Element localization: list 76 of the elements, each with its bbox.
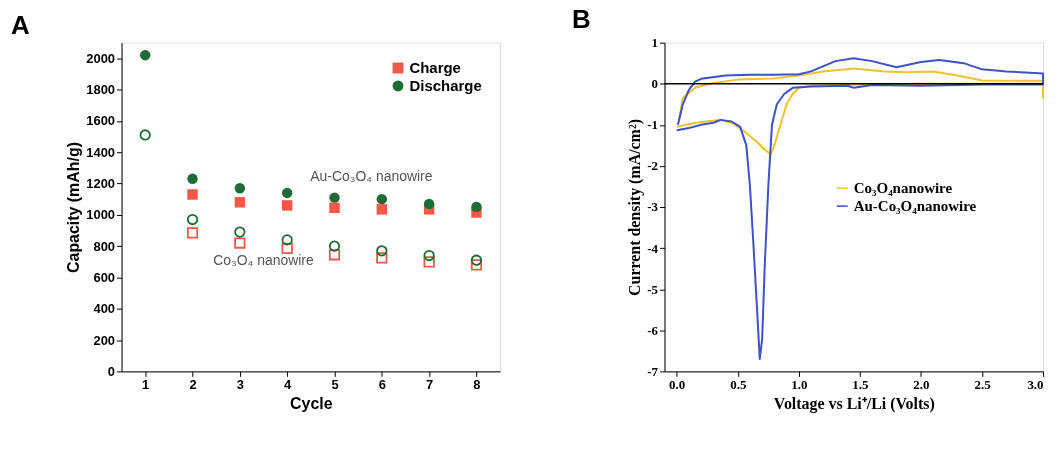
y-tick-label: 1600 [86,113,116,129]
y-tick-label: 1000 [86,207,116,223]
point [139,129,151,141]
y-axis-title: Current density (mA/cm²) [626,119,645,296]
y-tick-label: 0 [651,76,659,92]
x-axis-title: Voltage vs Li⁺/Li (Volts) [773,394,935,413]
point [187,173,198,185]
legend-label: Co₃O₄nanowire [853,180,953,197]
y-tick-label: -2 [647,158,659,174]
point [470,259,483,271]
x-tick-label: 2 [189,376,197,392]
x-tick-label: 6 [378,376,386,392]
point [376,193,388,205]
point [186,213,199,226]
y-tick-label: 0 [107,363,116,379]
x-tick-label: 0.5 [730,376,747,392]
x-tick-label: 1 [142,376,150,392]
point [187,189,198,200]
point [376,204,388,215]
y-tick-label: -5 [647,281,659,297]
y-tick-label: -6 [647,322,659,338]
point [281,234,293,246]
y-axis-title: Capacity (mAh/g) [65,142,83,273]
chart-title: B [572,4,591,33]
x-tick-label: 2.0 [913,376,930,392]
y-tick-label: 2000 [86,50,116,66]
point [234,237,246,249]
point [328,249,341,261]
x-tick-label: 3.0 [1027,376,1044,392]
annotation: Co₃O₄ nanowire [213,252,314,269]
point [281,242,293,255]
x-tick-label: 0.0 [669,376,686,392]
point [470,254,483,266]
x-tick-label: 1.0 [791,376,808,392]
y-tick-label: 1800 [86,82,116,98]
line-series [675,57,1045,361]
point [423,256,435,268]
point [376,252,388,264]
point [281,200,293,211]
legend-label: Au-Co₃O₄nanowire [853,198,977,215]
x-tick-label: 1.5 [852,376,869,392]
point [139,49,151,61]
point [329,202,340,214]
y-tick-label: 200 [93,332,116,348]
x-tick-label: 8 [473,376,481,392]
point [471,201,482,213]
point [423,198,435,210]
y-tick-label: 1 [651,35,659,51]
y-tick-label: 400 [93,301,116,317]
point [376,245,388,257]
x-tick-label: 4 [284,376,293,392]
point [234,197,246,208]
legend-label: Discharge [409,76,482,94]
annotation: Au-Co₃O₄ nanowire [310,168,433,185]
x-tick-label: 3 [236,376,244,392]
chart-title: A [11,10,31,39]
point [329,192,340,203]
y-tick-label: -4 [647,240,659,256]
point [328,240,341,252]
x-axis-title: Cycle [290,394,333,412]
x-tick-label: 2.5 [974,376,991,392]
point [186,227,199,239]
point [281,187,293,199]
legend-label: Charge [409,59,461,77]
point [234,183,246,194]
point [234,226,246,238]
y-tick-label: -1 [647,117,659,133]
y-tick-label: 1200 [86,176,116,192]
y-tick-label: -7 [647,363,659,379]
x-tick-label: 5 [331,376,339,392]
y-tick-label: 800 [93,238,116,254]
point [423,249,435,262]
y-tick-label: 600 [93,269,116,285]
x-tick-label: 7 [426,376,434,392]
y-tick-label: 1400 [86,144,116,160]
y-tick-label: -3 [647,199,659,215]
